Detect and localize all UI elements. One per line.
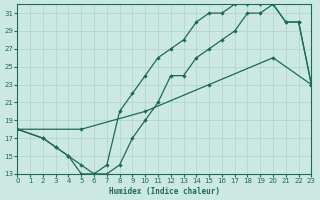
X-axis label: Humidex (Indice chaleur): Humidex (Indice chaleur) xyxy=(109,187,220,196)
